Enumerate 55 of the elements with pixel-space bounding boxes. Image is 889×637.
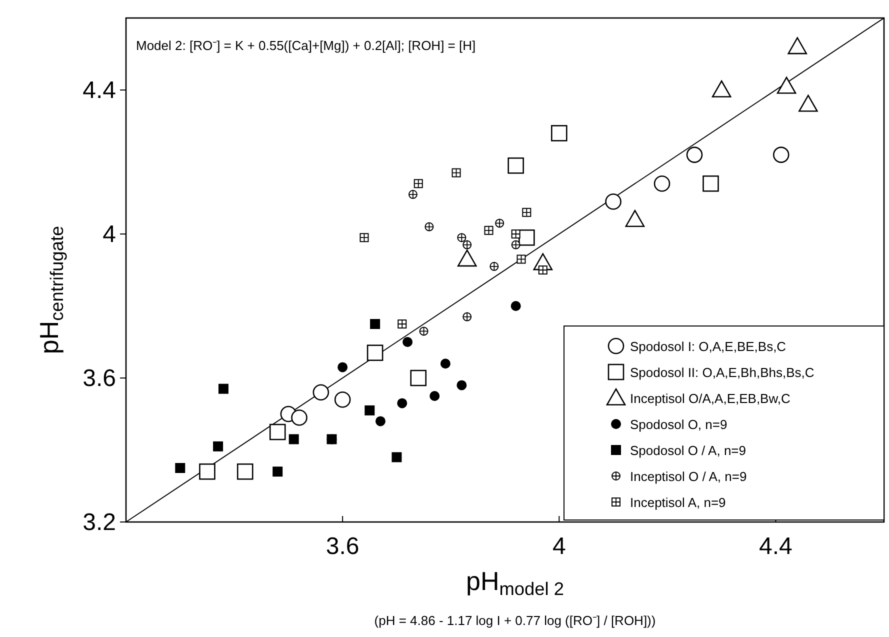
y-tick-label: 4.4 — [82, 77, 116, 104]
point — [772, 146, 790, 163]
point — [213, 441, 224, 452]
point — [375, 416, 386, 426]
point — [654, 175, 670, 192]
y-tick-label: 3.6 — [82, 365, 116, 392]
x-axis-title: pH$_{model 2}$ — [466, 566, 564, 598]
point — [370, 319, 380, 329]
point — [508, 157, 524, 174]
legend-label: Inceptisol O / A, n=9 — [630, 469, 747, 484]
point — [510, 301, 521, 311]
legend-label: Spodosol I: O,A,E,BE,Bs,C — [630, 339, 786, 354]
point — [776, 76, 796, 94]
text: (pH = 4.86 - 1.17 log I + 0.77 log ([RO⁻] / [ROH])) — [374, 613, 656, 628]
point — [175, 463, 186, 473]
x-tick-label: 4 — [552, 533, 566, 560]
point — [288, 434, 299, 444]
point — [272, 466, 283, 477]
y-tick-label: 3.2 — [82, 509, 116, 536]
point — [518, 229, 535, 246]
point — [457, 250, 477, 267]
point — [605, 193, 622, 210]
point — [397, 398, 408, 408]
point — [410, 370, 427, 386]
point — [236, 463, 254, 480]
legend-label: Inceptisol A, n=9 — [630, 495, 726, 510]
point — [366, 344, 384, 361]
point — [312, 384, 330, 401]
y-tick-label: 4 — [102, 221, 116, 248]
point — [625, 210, 645, 227]
point — [686, 146, 703, 163]
point — [199, 463, 216, 480]
point — [364, 405, 375, 416]
point — [440, 358, 450, 369]
point — [338, 362, 348, 372]
point — [218, 384, 228, 394]
point — [430, 391, 440, 401]
annotation: Model 2: [RO⁻] = K + 0.55([Ca]+[Mg]) + 0.2[Al]; [ROH] = [H] — [136, 38, 476, 53]
point — [702, 175, 719, 192]
legend-label: Spodosol O, n=9 — [630, 417, 728, 432]
point — [402, 337, 413, 347]
point — [712, 80, 732, 98]
point — [291, 409, 308, 426]
legend-label: Spodosol II: O,A,E,Bh,Bhs,Bs,C — [630, 365, 814, 380]
point — [269, 424, 286, 440]
point — [334, 391, 351, 408]
point — [456, 380, 467, 390]
x-tick-label: 3.6 — [326, 533, 360, 560]
point — [550, 125, 568, 142]
point — [798, 94, 818, 112]
x-tick-label: 4.4 — [759, 533, 792, 560]
point — [788, 37, 808, 54]
legend-label: Inceptisol O/A,A,E,EB,Bw,C — [630, 391, 790, 406]
point — [392, 452, 402, 462]
legend-label: Spodosol O / A, n=9 — [630, 443, 746, 458]
